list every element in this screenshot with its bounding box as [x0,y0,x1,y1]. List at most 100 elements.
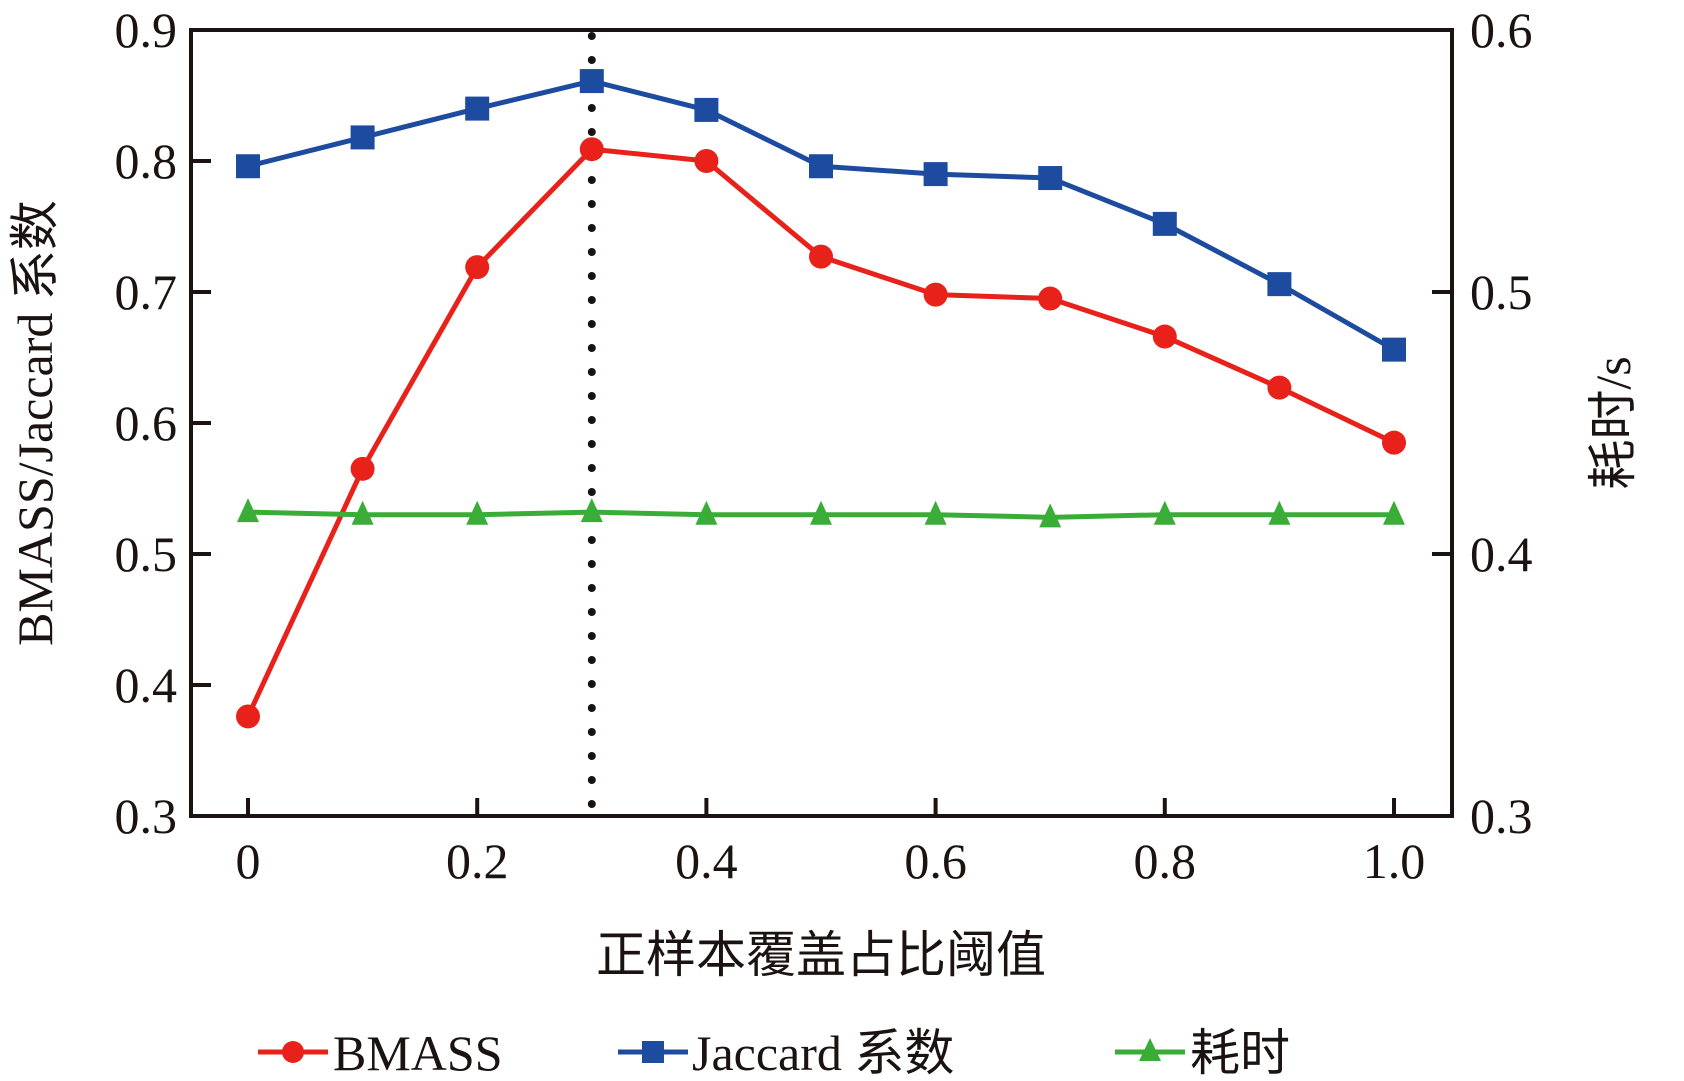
y-right-tick-label: 0.6 [1470,2,1533,58]
data-point-triangle [351,500,374,525]
data-point-triangle [1039,503,1062,528]
data-point-triangle [924,500,947,525]
legend-item-jaccard: Jaccard 系数 [618,1025,954,1081]
data-point-square [694,97,719,122]
data-point-triangle [1268,500,1291,525]
data-point-triangle [810,500,832,525]
series-line-square [247,78,1396,352]
svg-text:耗时: 耗时 [1190,1025,1290,1081]
vline-dot [587,440,596,448]
svg-text:BMASS: BMASS [333,1025,503,1081]
vline-dot [587,752,596,760]
data-point-circle [809,244,833,269]
data-point-triangle [1153,500,1176,525]
data-point-square [350,125,375,150]
x-tick-label: 1.0 [1363,833,1426,889]
vline-dot [587,416,596,424]
data-point-triangle [580,498,603,523]
vline-dot [587,296,596,304]
data-point-circle [1038,286,1063,311]
y-left-tick-label: 0.6 [115,395,178,451]
vline-dot [587,776,596,784]
y-left-tick-label: 0.8 [115,133,178,189]
y-right-tick-label: 0.4 [1470,526,1533,582]
vline-dot [587,488,596,496]
data-point-square [1267,272,1292,297]
data-point-circle [236,704,260,729]
y-right-tick-label: 0.5 [1470,264,1533,320]
vline-dot [587,560,596,568]
data-point-circle [465,255,490,280]
y-left-tick-label: 0.5 [115,526,178,582]
data-point-circle [1382,430,1406,455]
plot-frame [189,28,1454,818]
data-point-triangle [466,500,489,525]
y-left-tick-label: 0.3 [115,788,178,844]
vline-dot [587,632,596,640]
x-tick-label: 0.6 [904,833,967,889]
vline-dot [587,56,596,64]
vline-dot [587,224,596,232]
data-point-circle [694,149,719,173]
data-point-square [1152,211,1177,236]
data-point-circle [350,456,375,481]
x-tick-label: 0 [236,833,261,889]
vline-dot [587,464,596,472]
data-point-square [236,154,260,179]
vline-dot [587,536,596,544]
vline-dot [587,368,596,376]
data-point-square [579,69,604,94]
vline-dot [587,344,596,352]
data-point-square [809,154,833,179]
data-point-square [923,162,948,187]
y-left-tick-label: 0.9 [115,2,178,58]
legend-marker-circle [282,1041,304,1063]
legend: BMASS Jaccard 系数 耗时 [258,1025,1290,1081]
data-point-circle [923,282,948,307]
data-point-square [1382,337,1406,362]
legend-marker-square [642,1041,664,1063]
x-axis-title: 正样本覆盖占比阈值 [596,927,1046,983]
legend-item-bmass: BMASS [258,1025,503,1081]
series-layer [236,69,1406,729]
vline-dot [587,608,596,616]
y-left-tick-label: 0.4 [115,657,178,713]
vline-dot [587,584,596,592]
vline-dot [587,392,596,400]
data-point-circle [1152,324,1177,349]
data-point-circle [579,137,604,162]
vline-dot [587,32,596,40]
legend-marker-triangle [1139,1038,1161,1061]
x-tick-label: 0.2 [446,833,509,889]
vline-dot [587,128,596,136]
svg-text:Jaccard 系数: Jaccard 系数 [692,1025,954,1081]
vline-dot [587,800,596,808]
vline-dot [587,320,596,328]
data-point-triangle [695,500,718,525]
legend-item-time: 耗时 [1115,1025,1290,1081]
y-left-tick-label: 0.7 [115,264,178,320]
data-point-square [465,96,490,121]
y-right-tick-label: 0.3 [1470,788,1533,844]
y-axis-left-title: BMASS/Jaccard 系数 [7,200,63,646]
x-tick-label: 0.4 [675,833,738,889]
data-point-triangle [1383,500,1405,525]
data-point-circle [1267,375,1292,400]
vline-dot [587,728,596,736]
series-line-circle [245,146,1396,718]
data-point-triangle [237,498,259,523]
vline-dot [587,248,596,256]
vline-dot [587,176,596,184]
x-tick-label: 0.8 [1134,833,1197,889]
vline-dot [587,656,596,664]
vline-dot [587,680,596,688]
vline-dot [587,104,596,112]
y-axis-right-title: 耗时/s [1585,356,1641,489]
ticks-layer: 0 0.2 0.4 0.6 0.8 1.0 0.3 0.4 0.5 0.6 0.7 0.8 0.9 0.3… [115,2,1533,889]
vline-dot [587,200,596,208]
vline-dot [587,704,596,712]
vline-layer [587,32,596,808]
data-point-square [1038,166,1063,191]
vline-dot [587,272,596,280]
